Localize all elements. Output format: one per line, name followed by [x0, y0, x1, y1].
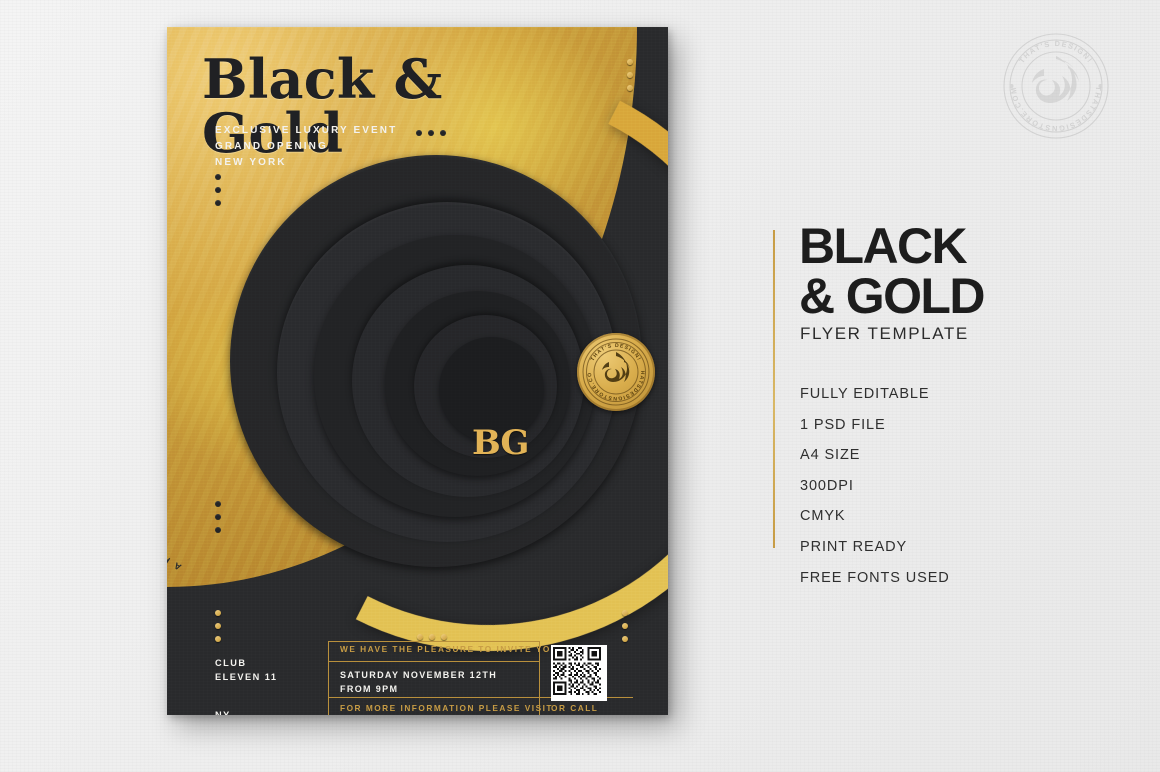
- dot: [215, 610, 221, 616]
- flyer-mockup: Black & Gold EXCLUSIVE LUXURY EVENT GRAN…: [167, 27, 668, 715]
- dot-cluster-left-upper: [215, 174, 221, 206]
- flyer-monogram: BG: [472, 423, 529, 463]
- feature-item: 1 PSD FILE: [800, 416, 886, 433]
- flyer-info-table: CLUB ELEVEN 11 NY WE HAVE THE PLEASURE T…: [203, 641, 633, 715]
- product-title-line-1: BLACK: [799, 218, 968, 274]
- phoenix-icon: [602, 352, 630, 382]
- feature-item: A4 SIZE: [800, 447, 861, 464]
- dot-cluster-upper-horizontal: [416, 130, 446, 136]
- dot: [429, 634, 435, 640]
- product-subtitle: FLYER TEMPLATE: [800, 324, 969, 343]
- dot: [215, 527, 221, 533]
- event-date-line-1: SATURDAY NOVEMBER 12TH: [340, 670, 498, 680]
- product-feature-list: FULLY EDITABLE 1 PSD FILE A4 SIZE 300DPI…: [800, 379, 950, 593]
- venue-line-1: CLUB: [215, 658, 247, 668]
- more-info-label: FOR MORE INFORMATION PLEASE VISIT: [340, 703, 553, 713]
- dot: [622, 610, 628, 616]
- dot-cluster-bottom-middle: [417, 634, 447, 640]
- qr-code: [551, 645, 607, 701]
- event-date: SATURDAY NOVEMBER 12TH FROM 9PM: [340, 668, 497, 697]
- dot: [215, 514, 221, 520]
- dot: [215, 200, 221, 206]
- dot: [440, 130, 446, 136]
- dot: [417, 634, 423, 640]
- feature-item: 300DPI: [800, 477, 854, 494]
- dot: [622, 623, 628, 629]
- event-date-line-2: FROM 9PM: [340, 684, 399, 695]
- venue-name: CLUB ELEVEN 11: [215, 656, 278, 685]
- feature-item: FULLY EDITABLE: [800, 386, 930, 402]
- feature-item: FREE FONTS USED: [800, 569, 950, 586]
- feature-item: PRINT READY: [800, 538, 908, 555]
- table-divider-row1: [328, 661, 539, 662]
- dot: [215, 636, 221, 642]
- table-divider-row2: [328, 697, 633, 698]
- table-divider-vertical-left: [328, 641, 329, 715]
- product-title-line-2: & GOLD: [799, 267, 985, 324]
- table-divider-top: [328, 641, 539, 642]
- flyer-title: Black & Gold: [202, 47, 443, 165]
- dot: [627, 85, 633, 91]
- flyer-subtitle-line-1: EXCLUSIVE LUXURY EVENT: [215, 125, 398, 136]
- brand-watermark-logo: THAT'S DESIGN! THATSDESIGNSTORE.COM: [998, 28, 1114, 144]
- gold-vertical-rule: [773, 230, 775, 548]
- dot-cluster-left-lower: [215, 501, 221, 533]
- dot-cluster-top-right: [627, 59, 633, 91]
- venue-line-2: ELEVEN 11: [215, 672, 278, 683]
- dot-cluster-bottom-left: [215, 610, 221, 642]
- dot: [215, 501, 221, 507]
- venue-city: NY: [215, 710, 231, 715]
- flyer-subtitle: EXCLUSIVE LUXURY EVENT GRAND OPENING NEW…: [215, 123, 397, 172]
- table-divider-vertical-right: [539, 641, 540, 715]
- phoenix-icon: [1032, 56, 1079, 103]
- flyer-subtitle-line-2: GRAND OPENING: [215, 141, 328, 153]
- dot: [627, 72, 633, 78]
- dot: [215, 187, 221, 193]
- feature-item: CMYK: [800, 508, 846, 525]
- dot: [416, 130, 422, 136]
- brand-seal-badge: THAT'S DESIGN! THATSDESIGNSTORE.COM: [577, 333, 655, 411]
- dot-cluster-bottom-right: [622, 610, 628, 642]
- invite-headline: WE HAVE THE PLEASURE TO INVITE YOU: [340, 644, 559, 654]
- dot: [428, 130, 434, 136]
- dot: [622, 636, 628, 642]
- or-call-label: OR CALL: [551, 703, 599, 713]
- dot: [441, 634, 447, 640]
- product-title: BLACK & GOLD: [799, 218, 985, 324]
- dot: [215, 623, 221, 629]
- dot: [215, 174, 221, 180]
- flyer-subtitle-line-3: NEW YORK: [215, 157, 287, 169]
- dot: [627, 59, 633, 65]
